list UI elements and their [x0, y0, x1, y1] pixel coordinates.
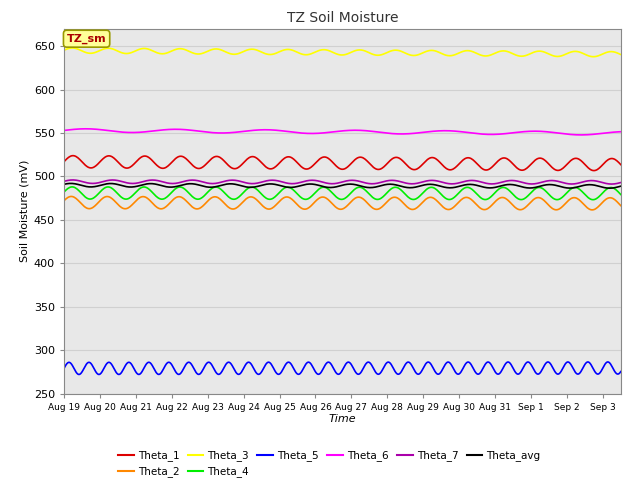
- X-axis label: Time: Time: [328, 414, 356, 424]
- Theta_6: [159, 127, 167, 133]
- Title: TZ Soil Moisture: TZ Soil Moisture: [287, 11, 398, 25]
- Theta_avg: [389, 181, 397, 187]
- Line: Theta_6: Theta_6: [64, 129, 621, 135]
- Line: Theta_avg: Theta_avg: [64, 183, 621, 188]
- Theta_1: [433, 156, 440, 162]
- Theta_5: [433, 371, 440, 376]
- Theta_avg: [606, 185, 614, 191]
- Theta_6: [81, 126, 89, 132]
- Theta_2: [617, 203, 625, 208]
- Theta_7: [433, 178, 440, 184]
- Theta_6: [617, 129, 625, 134]
- Theta_1: [313, 159, 321, 165]
- Theta_6: [60, 128, 68, 133]
- Line: Theta_1: Theta_1: [64, 156, 621, 170]
- Theta_7: [204, 180, 212, 186]
- Theta_avg: [433, 182, 440, 188]
- Theta_1: [389, 156, 397, 161]
- Y-axis label: Soil Moisture (mV): Soil Moisture (mV): [20, 160, 29, 263]
- Theta_2: [433, 198, 440, 204]
- Theta_7: [60, 179, 68, 184]
- Theta_1: [70, 153, 77, 158]
- Theta_2: [313, 197, 321, 203]
- Line: Theta_3: Theta_3: [64, 48, 621, 57]
- Theta_1: [204, 159, 212, 165]
- Theta_1: [590, 168, 598, 173]
- Theta_1: [617, 162, 625, 168]
- Theta_1: [480, 167, 488, 172]
- Theta_3: [617, 52, 625, 58]
- Theta_3: [204, 48, 212, 54]
- Theta_2: [159, 205, 167, 211]
- Theta_5: [389, 365, 397, 371]
- Theta_5: [604, 359, 612, 365]
- Theta_3: [68, 45, 76, 51]
- Theta_5: [60, 366, 68, 372]
- Theta_avg: [60, 181, 68, 187]
- Theta_3: [159, 51, 167, 57]
- Theta_avg: [617, 183, 625, 189]
- Theta_7: [159, 179, 167, 185]
- Theta_5: [75, 372, 83, 377]
- Theta_7: [607, 181, 615, 187]
- Line: Theta_7: Theta_7: [64, 180, 621, 184]
- Theta_avg: [480, 184, 488, 190]
- Theta_4: [313, 188, 321, 194]
- Theta_7: [389, 178, 397, 183]
- Theta_avg: [67, 180, 74, 186]
- Theta_4: [480, 197, 488, 203]
- Theta_3: [389, 48, 397, 53]
- Theta_7: [617, 180, 625, 185]
- Theta_4: [589, 197, 596, 203]
- Line: Theta_4: Theta_4: [64, 187, 621, 200]
- Line: Theta_5: Theta_5: [64, 362, 621, 374]
- Theta_4: [68, 184, 76, 190]
- Theta_5: [204, 360, 212, 365]
- Theta_7: [480, 180, 488, 186]
- Theta_6: [480, 132, 488, 137]
- Theta_1: [60, 159, 68, 165]
- Theta_3: [480, 53, 488, 59]
- Theta_3: [433, 48, 440, 54]
- Theta_4: [60, 189, 68, 195]
- Theta_3: [60, 48, 68, 53]
- Theta_6: [433, 128, 440, 134]
- Theta_2: [68, 193, 76, 199]
- Theta_1: [159, 166, 167, 171]
- Theta_5: [159, 366, 167, 372]
- Legend: Theta_1, Theta_2, Theta_3, Theta_4, Theta_5, Theta_6, Theta_7, Theta_avg: Theta_1, Theta_2, Theta_3, Theta_4, Thet…: [114, 446, 545, 480]
- Theta_6: [577, 132, 585, 138]
- Line: Theta_2: Theta_2: [64, 196, 621, 210]
- Theta_4: [389, 185, 397, 191]
- Theta_4: [433, 187, 440, 193]
- Theta_2: [389, 194, 397, 200]
- Theta_2: [480, 207, 488, 213]
- Theta_3: [589, 54, 596, 60]
- Theta_5: [480, 363, 488, 369]
- Theta_4: [617, 192, 625, 197]
- Theta_avg: [313, 182, 321, 188]
- Theta_3: [313, 48, 321, 54]
- Theta_4: [204, 189, 212, 195]
- Theta_6: [389, 131, 397, 136]
- Theta_avg: [204, 184, 212, 190]
- Theta_2: [588, 207, 596, 213]
- Theta_avg: [159, 183, 167, 189]
- Theta_7: [68, 177, 76, 183]
- Theta_2: [60, 198, 68, 204]
- Theta_4: [159, 196, 167, 202]
- Theta_6: [204, 130, 212, 135]
- Theta_7: [313, 178, 321, 183]
- Theta_5: [617, 369, 625, 374]
- Theta_5: [313, 371, 321, 376]
- Theta_6: [313, 131, 321, 136]
- Theta_2: [204, 198, 212, 204]
- Text: TZ_sm: TZ_sm: [67, 34, 106, 44]
